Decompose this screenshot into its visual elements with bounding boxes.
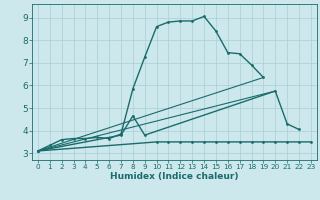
X-axis label: Humidex (Indice chaleur): Humidex (Indice chaleur)	[110, 172, 239, 181]
